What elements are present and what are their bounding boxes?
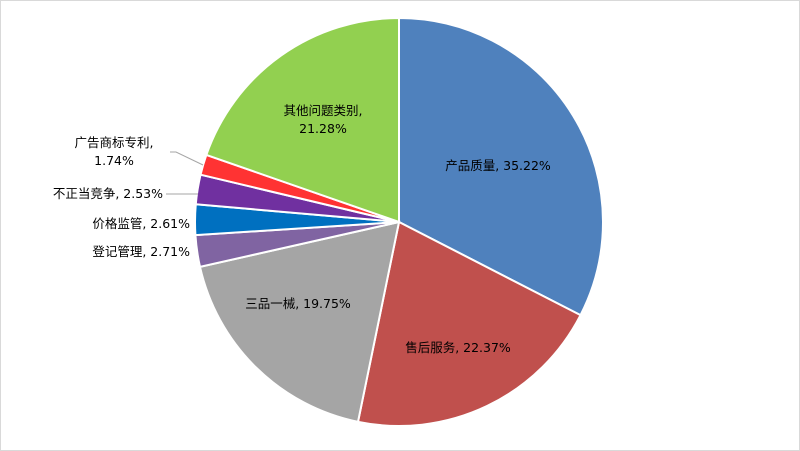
pie-slice: [398, 16, 604, 317]
pie-slice: [205, 16, 400, 224]
data-label: 产品质量, 35.22%: [445, 158, 551, 173]
pie-slice: [356, 220, 582, 427]
pie-slices: [194, 16, 604, 427]
data-label-category: 广告商标专利,: [75, 135, 154, 150]
data-label: 其他问题类别, 21.28%: [284, 103, 363, 136]
data-label-percent: 1.74%: [94, 153, 134, 168]
data-label-category: 其他问题类别,: [284, 103, 363, 118]
data-label: 不正当竞争, 2.53%: [53, 186, 163, 201]
pie-slice: [198, 220, 401, 424]
data-label: 价格监管, 2.61%: [92, 216, 190, 231]
data-label-percent: 21.28%: [299, 121, 347, 136]
data-label: 广告商标专利, 1.74%: [75, 135, 154, 168]
data-labels: 产品质量, 35.22% 售后服务, 22.37% 三品一械, 19.75% 登记管理…: [53, 103, 551, 355]
data-label: 三品一械, 19.75%: [245, 296, 351, 311]
leader-line: [170, 151, 204, 166]
leader-lines: [166, 151, 204, 195]
data-label: 售后服务, 22.37%: [405, 340, 511, 355]
data-label: 登记管理, 2.71%: [92, 244, 190, 259]
